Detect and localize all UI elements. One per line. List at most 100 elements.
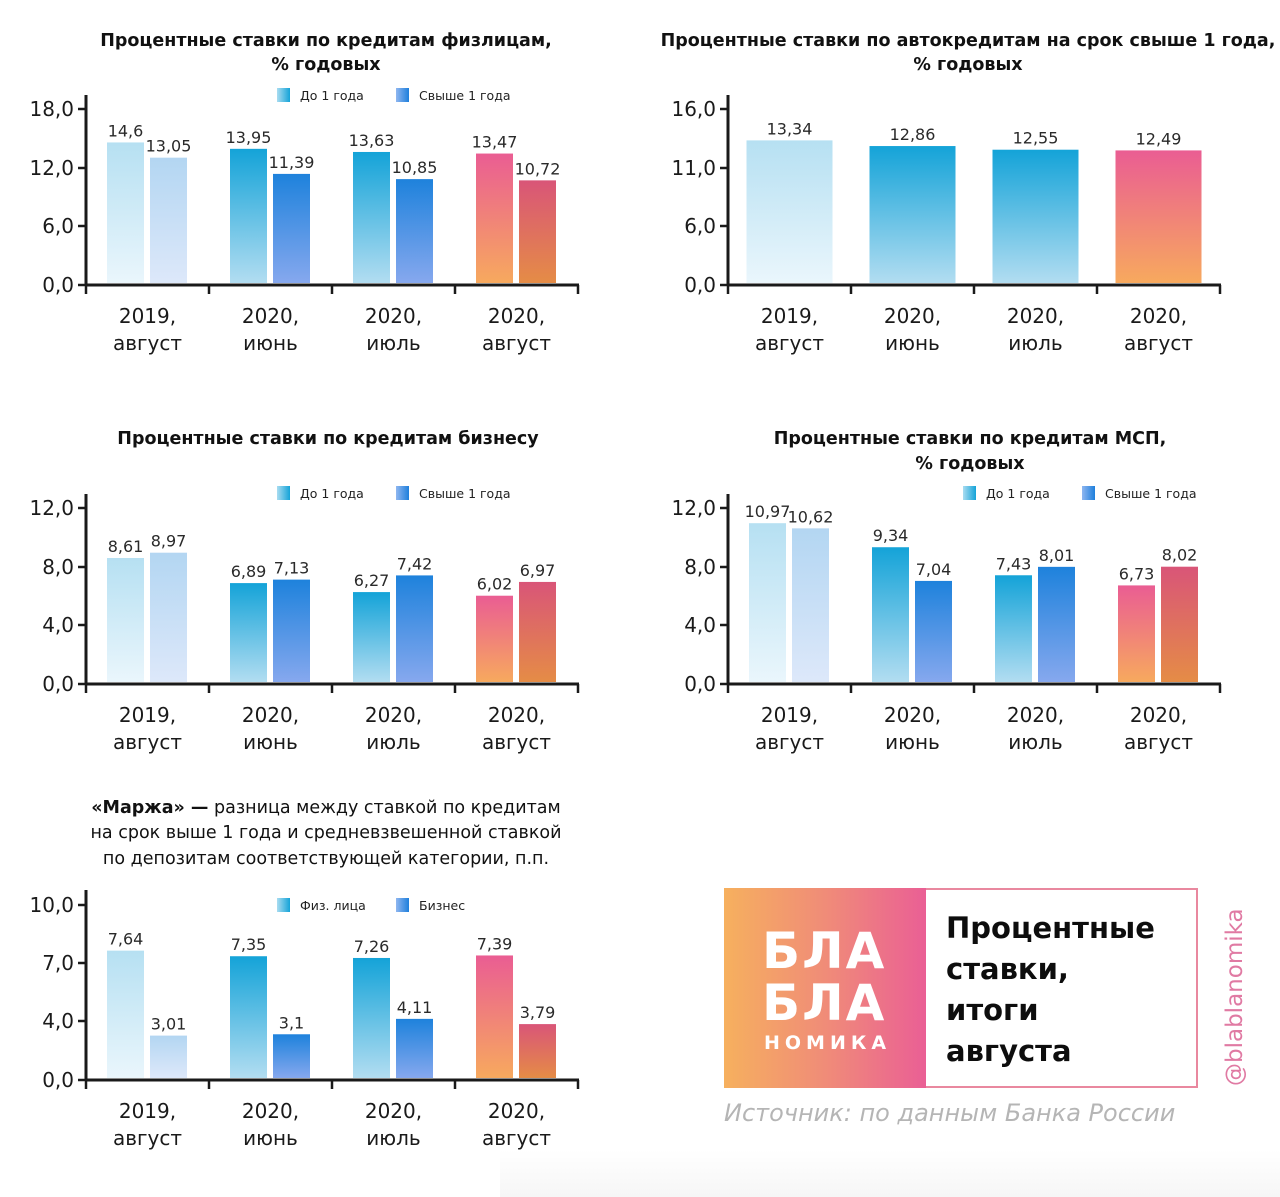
chart-margin: «Маржа» — разница между ставкой по креди… xyxy=(29,798,580,1150)
data-label: 12,86 xyxy=(890,125,936,144)
x-tick-label: 2019, xyxy=(119,703,176,727)
promo-headline: Процентные ставки, итоги августа xyxy=(946,908,1186,1072)
legend-swatch-short xyxy=(277,88,290,102)
x-tick-label: июль xyxy=(366,331,420,355)
chart-sme: Процентные ставки по кредитам МСП, % годо… xyxy=(671,429,1222,754)
x-tick-label: август xyxy=(482,331,551,355)
chart-title: Процентные ставки по кредитам физлицам, xyxy=(100,31,552,51)
source-note: Источник: по данным Банка России xyxy=(724,1099,1176,1127)
bar xyxy=(519,1024,556,1078)
data-label: 13,05 xyxy=(146,137,192,156)
bar xyxy=(230,583,267,682)
legend-swatch-short xyxy=(963,486,976,500)
chart-auto: Процентные ставки по автокредитам на сро… xyxy=(661,31,1276,355)
headline-line: итоги xyxy=(946,993,1039,1027)
data-label: 13,34 xyxy=(767,119,813,138)
chart-title: Процентные ставки по кредитам бизнесу xyxy=(117,429,539,449)
data-label: 7,04 xyxy=(916,560,952,579)
bar xyxy=(746,140,833,283)
data-label: 8,01 xyxy=(1039,546,1075,565)
data-label: 12,49 xyxy=(1136,129,1182,148)
x-tick-label: август xyxy=(113,331,182,355)
data-label: 13,95 xyxy=(226,128,272,147)
y-tick-label: 0,0 xyxy=(684,672,716,696)
data-label: 10,97 xyxy=(745,502,791,521)
y-tick-label: 12,0 xyxy=(671,496,716,520)
bar xyxy=(107,558,144,682)
data-label: 8,61 xyxy=(108,537,144,556)
x-tick-label: август xyxy=(113,730,182,754)
legend-label: До 1 года xyxy=(300,486,364,501)
x-tick-label: 2020, xyxy=(242,304,299,328)
bar xyxy=(476,955,513,1078)
chart-title: по депозитам соответствующей категории, … xyxy=(103,849,549,869)
legend-swatch-long xyxy=(396,486,409,500)
data-label: 10,72 xyxy=(515,159,561,178)
x-tick-label: 2019, xyxy=(119,1099,176,1123)
data-label: 13,47 xyxy=(472,133,518,152)
bar xyxy=(476,595,513,682)
data-label: 11,39 xyxy=(269,153,315,172)
x-tick-label: 2020, xyxy=(242,703,299,727)
bar xyxy=(476,153,513,283)
bar xyxy=(396,179,433,283)
bar xyxy=(273,173,310,283)
bar xyxy=(230,956,267,1078)
data-label: 7,26 xyxy=(354,937,390,956)
x-tick-label: 2020, xyxy=(1130,703,1187,727)
data-label: 7,35 xyxy=(231,935,267,954)
data-label: 8,97 xyxy=(151,532,187,551)
x-tick-label: июнь xyxy=(243,730,298,754)
chart-title: на срок выше 1 года и средневзвешенной с… xyxy=(90,823,561,843)
bar xyxy=(353,151,390,283)
headline-line: Процентные xyxy=(946,911,1155,945)
y-tick-label: 6,0 xyxy=(684,214,716,238)
x-tick-label: июнь xyxy=(885,730,940,754)
chart-title: % годовых xyxy=(271,55,381,75)
y-tick-label: 10,0 xyxy=(29,893,74,917)
x-tick-label: 2020, xyxy=(365,304,422,328)
data-label: 3,01 xyxy=(151,1015,187,1034)
x-tick-label: июнь xyxy=(243,1126,298,1150)
bar xyxy=(869,146,956,283)
y-tick-label: 0,0 xyxy=(42,1068,74,1092)
chart-title-emphasis: «Маржа» — xyxy=(91,798,208,818)
legend-label: Бизнес xyxy=(419,898,465,913)
logo-line-2: БЛА xyxy=(762,974,887,1032)
data-label: 8,02 xyxy=(1162,546,1198,565)
x-tick-label: 2019, xyxy=(761,703,818,727)
bar xyxy=(992,149,1079,283)
x-tick-label: август xyxy=(1124,331,1193,355)
data-label: 13,63 xyxy=(349,131,395,150)
data-label: 4,11 xyxy=(397,998,433,1017)
y-tick-label: 4,0 xyxy=(42,613,74,637)
bar xyxy=(150,1035,187,1078)
data-label: 6,97 xyxy=(520,561,556,580)
x-tick-label: 2019, xyxy=(761,304,818,328)
legend-label: Свыше 1 года xyxy=(1105,486,1197,501)
bar xyxy=(353,957,390,1078)
x-tick-label: июнь xyxy=(243,331,298,355)
x-tick-label: июль xyxy=(366,730,420,754)
legend-swatch-short xyxy=(277,898,290,912)
y-tick-label: 8,0 xyxy=(42,555,74,579)
y-tick-label: 12,0 xyxy=(29,496,74,520)
y-tick-label: 16,0 xyxy=(671,97,716,121)
data-label: 9,34 xyxy=(873,526,909,545)
chart-business: Процентные ставки по кредитам бизнесу 0,0… xyxy=(29,429,580,754)
x-tick-label: август xyxy=(482,1126,551,1150)
chart-title: % годовых xyxy=(913,55,1023,75)
bar xyxy=(872,547,909,682)
x-tick-label: июль xyxy=(1008,331,1062,355)
bar xyxy=(519,180,556,283)
x-tick-label: июнь xyxy=(885,331,940,355)
y-tick-label: 6,0 xyxy=(42,214,74,238)
y-tick-label: 7,0 xyxy=(42,951,74,975)
x-tick-label: 2020, xyxy=(488,703,545,727)
y-tick-label: 0,0 xyxy=(42,273,74,297)
chart-title: % годовых xyxy=(915,454,1025,474)
data-label: 6,73 xyxy=(1119,564,1155,583)
bar xyxy=(273,1034,310,1078)
bar xyxy=(1038,566,1075,682)
bar xyxy=(792,528,829,682)
